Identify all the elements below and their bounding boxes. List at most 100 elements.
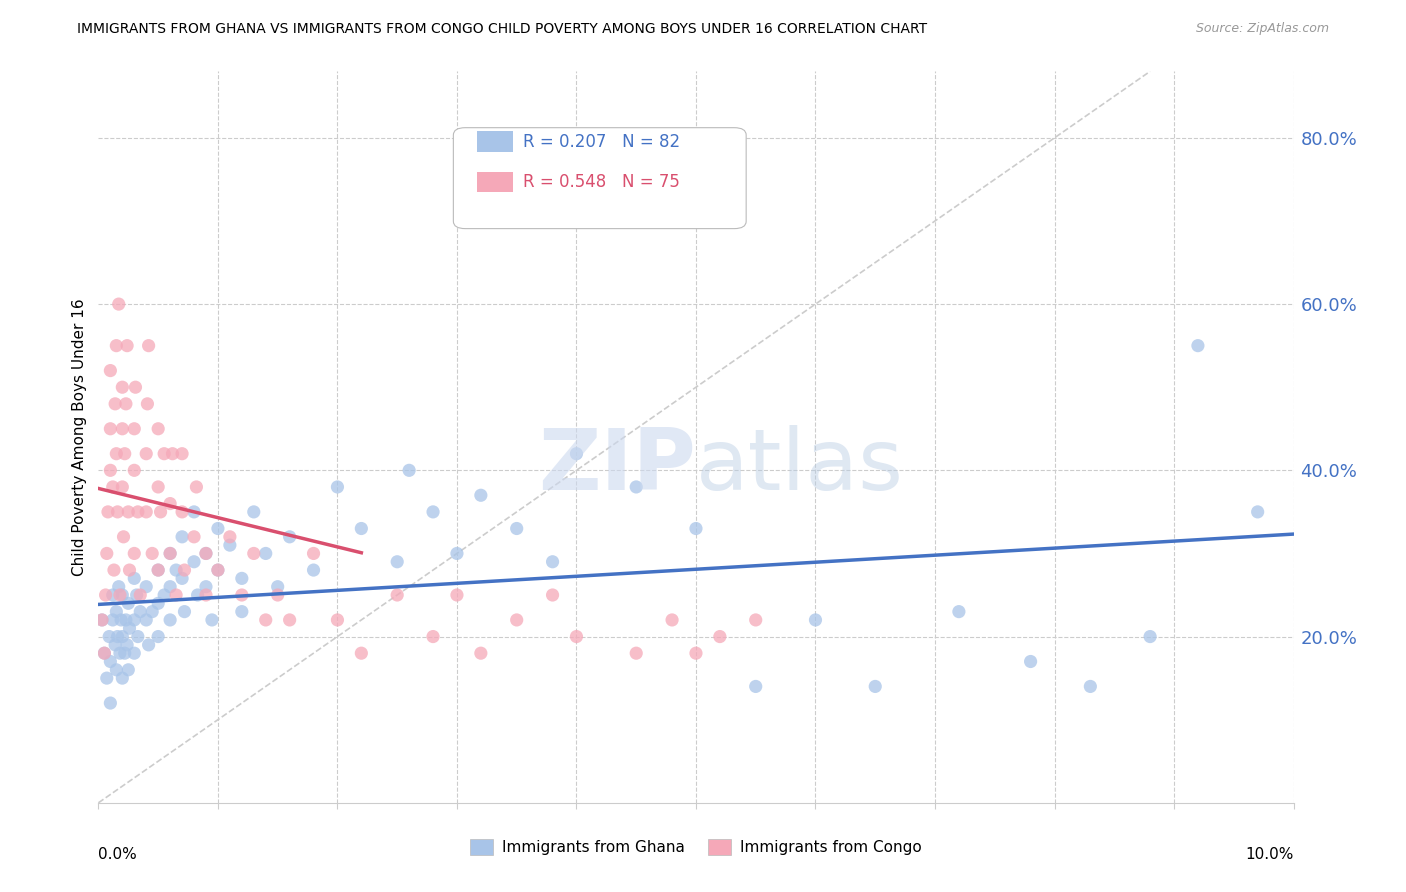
Point	[159, 546, 181, 560]
Point	[1080, 680, 1102, 694]
Point	[124, 613, 146, 627]
Point	[626, 646, 648, 660]
Point	[107, 505, 129, 519]
Point	[326, 613, 349, 627]
Point	[93, 646, 115, 660]
Point	[159, 580, 181, 594]
Point	[124, 422, 146, 436]
Point	[195, 580, 218, 594]
Point	[153, 588, 176, 602]
Point	[745, 613, 768, 627]
Point	[165, 588, 187, 602]
Point	[124, 571, 146, 585]
Point	[173, 605, 195, 619]
Point	[243, 546, 266, 560]
Point	[201, 613, 224, 627]
Point	[183, 505, 205, 519]
Point	[129, 588, 152, 602]
Point	[111, 630, 134, 644]
Point	[195, 546, 218, 560]
Point	[105, 447, 128, 461]
Point	[398, 463, 420, 477]
Point	[187, 588, 209, 602]
Point	[98, 630, 121, 644]
Point	[149, 505, 172, 519]
Point	[661, 613, 683, 627]
Point	[1139, 630, 1161, 644]
Point	[118, 621, 141, 635]
Point	[278, 530, 301, 544]
Point	[243, 505, 266, 519]
Y-axis label: Child Poverty Among Boys Under 16: Child Poverty Among Boys Under 16	[72, 298, 87, 576]
Point	[207, 563, 229, 577]
Point	[709, 630, 731, 644]
Point	[115, 638, 138, 652]
Point	[626, 480, 648, 494]
Point	[267, 580, 290, 594]
Point	[98, 696, 122, 710]
Point	[385, 555, 409, 569]
Legend: Immigrants from Ghana, Immigrants from Congo: Immigrants from Ghana, Immigrants from C…	[464, 833, 928, 861]
Point	[141, 605, 163, 619]
Point	[101, 613, 124, 627]
Point	[183, 555, 205, 569]
Point	[111, 422, 134, 436]
Point	[135, 613, 157, 627]
Point	[118, 563, 141, 577]
Point	[136, 397, 159, 411]
Point	[219, 538, 242, 552]
Point	[107, 630, 129, 644]
Point	[94, 588, 117, 602]
Point	[865, 680, 887, 694]
FancyBboxPatch shape	[453, 128, 747, 228]
Point	[112, 530, 135, 544]
Point	[446, 546, 468, 560]
Point	[506, 613, 529, 627]
Point	[110, 613, 132, 627]
Point	[470, 488, 492, 502]
Text: ZIP: ZIP	[538, 425, 696, 508]
Point	[172, 571, 194, 585]
Point	[101, 480, 124, 494]
Point	[98, 463, 122, 477]
Text: R = 0.548   N = 75: R = 0.548 N = 75	[523, 173, 679, 191]
Point	[98, 655, 122, 669]
Point	[231, 588, 253, 602]
Point	[101, 588, 124, 602]
Point	[97, 505, 120, 519]
Point	[108, 588, 131, 602]
Point	[91, 613, 114, 627]
Point	[541, 588, 564, 602]
Point	[541, 555, 564, 569]
FancyBboxPatch shape	[477, 171, 513, 192]
Point	[117, 505, 139, 519]
Point	[422, 505, 444, 519]
Point	[302, 563, 325, 577]
Point	[124, 463, 146, 477]
Point	[124, 380, 146, 394]
Point	[124, 546, 146, 560]
Point	[267, 588, 290, 602]
Point	[207, 521, 229, 535]
Point	[138, 338, 160, 352]
Point	[108, 646, 131, 660]
Text: Source: ZipAtlas.com: Source: ZipAtlas.com	[1195, 22, 1329, 36]
Point	[159, 546, 181, 560]
Point	[159, 497, 181, 511]
Point	[148, 630, 170, 644]
Point	[98, 422, 122, 436]
Point	[302, 546, 325, 560]
Point	[125, 588, 148, 602]
Point	[105, 663, 128, 677]
Point	[135, 580, 157, 594]
Point	[219, 530, 242, 544]
Point	[105, 338, 128, 352]
Point	[172, 505, 194, 519]
Point	[186, 480, 208, 494]
Point	[422, 630, 444, 644]
FancyBboxPatch shape	[477, 131, 513, 152]
Point	[115, 613, 138, 627]
Point	[565, 447, 588, 461]
Text: IMMIGRANTS FROM GHANA VS IMMIGRANTS FROM CONGO CHILD POVERTY AMONG BOYS UNDER 16: IMMIGRANTS FROM GHANA VS IMMIGRANTS FROM…	[77, 22, 928, 37]
Text: R = 0.207   N = 82: R = 0.207 N = 82	[523, 133, 681, 151]
